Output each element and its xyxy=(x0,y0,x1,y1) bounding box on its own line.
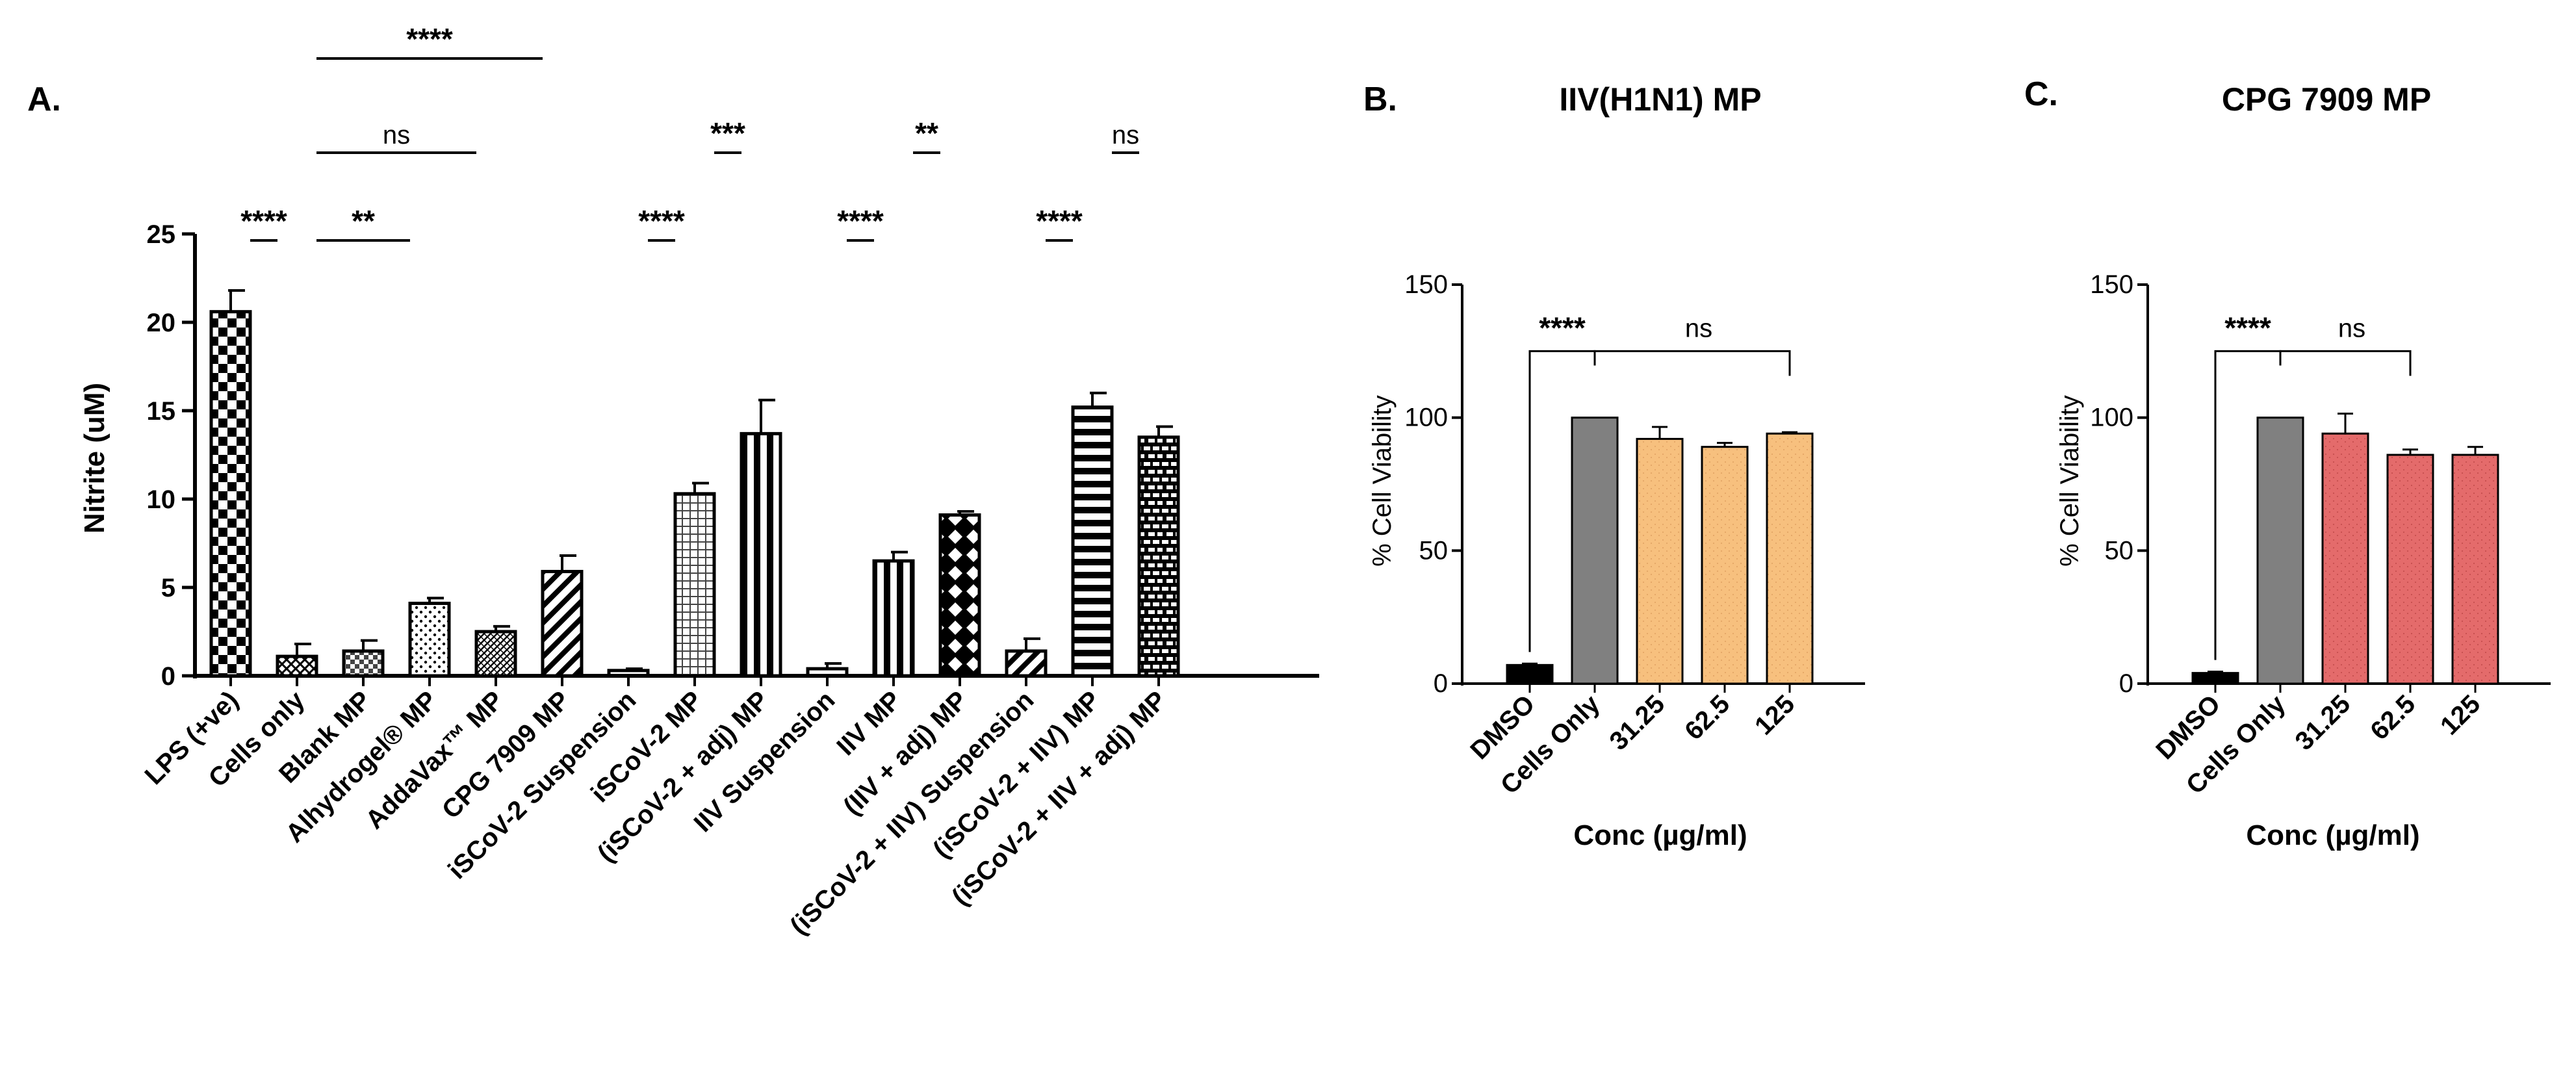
bar xyxy=(1571,417,1619,685)
panel-b-letter: B. xyxy=(1363,81,1397,118)
panel-a-y-axis-label: Nitrite (uM) xyxy=(79,383,110,534)
significance-label: **** xyxy=(2224,311,2271,344)
y-tick-label: 100 xyxy=(2090,404,2133,432)
panel-c-title: CPG 7909 MP xyxy=(2222,81,2431,118)
panel-b: B. IIV(H1N1) MP % Cell Viability Conc (µ… xyxy=(1363,81,1865,851)
y-tick-label: 25 xyxy=(147,220,176,249)
bar xyxy=(1701,446,1749,685)
significance-label: **** xyxy=(240,204,287,238)
y-tick-label: 0 xyxy=(1434,669,1448,698)
category-label: 125 xyxy=(2435,689,2486,740)
significance-label: ns xyxy=(1685,314,1712,342)
category-label: (iSCoV-2 + IIV) Suspension xyxy=(785,686,1040,940)
significance-label: **** xyxy=(837,204,884,238)
category-label: 62.5 xyxy=(1679,689,1735,745)
panel-b-x-axis-label: Conc (µg/ml) xyxy=(1573,819,1747,851)
y-tick-label: 100 xyxy=(1404,404,1448,432)
y-tick-label: 0 xyxy=(161,662,175,691)
bar xyxy=(342,649,385,678)
bar xyxy=(740,431,782,678)
y-tick-label: 150 xyxy=(2090,270,2133,299)
bar xyxy=(1071,405,1114,678)
bar xyxy=(2256,417,2304,685)
panel-c: C. CPG 7909 MP % Cell Viability Conc (µg… xyxy=(2024,75,2551,851)
bar xyxy=(872,559,915,678)
significance-label: **** xyxy=(1036,204,1083,238)
y-tick-label: 0 xyxy=(2119,669,2133,698)
significance-bracket xyxy=(2279,350,2412,376)
significance-label: **** xyxy=(1539,311,1586,344)
bar xyxy=(408,601,451,678)
significance-label: ns xyxy=(2338,314,2365,342)
y-tick-label: 20 xyxy=(147,309,176,337)
panel-c-letter: C. xyxy=(2024,75,2058,113)
significance-label: *** xyxy=(710,116,745,150)
y-tick-label: 150 xyxy=(1404,270,1448,299)
significance-label: ns xyxy=(1112,121,1139,149)
significance-label: ** xyxy=(352,204,375,238)
y-tick-label: 5 xyxy=(161,574,175,602)
bar xyxy=(1766,432,1814,685)
bar xyxy=(938,513,981,678)
y-tick-label: 50 xyxy=(2105,536,2134,565)
bar xyxy=(1005,649,1048,678)
bar xyxy=(2191,672,2239,685)
bar xyxy=(2386,454,2434,685)
bar xyxy=(209,310,252,678)
panel-a-letter: A. xyxy=(27,81,61,118)
category-label: 125 xyxy=(1749,689,1800,740)
bar xyxy=(474,630,517,678)
category-label: 31.25 xyxy=(1604,689,1670,756)
bar xyxy=(607,669,650,678)
bar xyxy=(2321,432,2369,685)
bar xyxy=(673,492,716,678)
y-tick-label: 10 xyxy=(147,485,176,514)
category-label: 31.25 xyxy=(2289,689,2356,756)
category-label: 62.5 xyxy=(2365,689,2421,745)
panel-c-y-axis-label: % Cell Viability xyxy=(2055,395,2084,567)
bar xyxy=(1506,663,1554,685)
panel-b-title: IIV(H1N1) MP xyxy=(1559,81,1761,118)
panel-b-y-axis-label: % Cell Viability xyxy=(1368,395,1397,567)
significance-label: **** xyxy=(638,204,685,238)
bar xyxy=(806,667,849,678)
significance-label: ns xyxy=(383,121,410,149)
panel-c-x-axis-label: Conc (µg/ml) xyxy=(2246,819,2419,851)
y-tick-label: 50 xyxy=(1419,536,1449,565)
y-tick-label: 15 xyxy=(147,397,176,426)
bar xyxy=(1636,437,1684,685)
bar xyxy=(541,570,584,678)
bar xyxy=(1137,435,1180,678)
bar xyxy=(276,654,318,678)
bar xyxy=(2451,454,2499,685)
significance-label: **** xyxy=(406,22,453,56)
significance-label: ** xyxy=(915,116,938,150)
significance-bracket xyxy=(1593,350,1791,376)
